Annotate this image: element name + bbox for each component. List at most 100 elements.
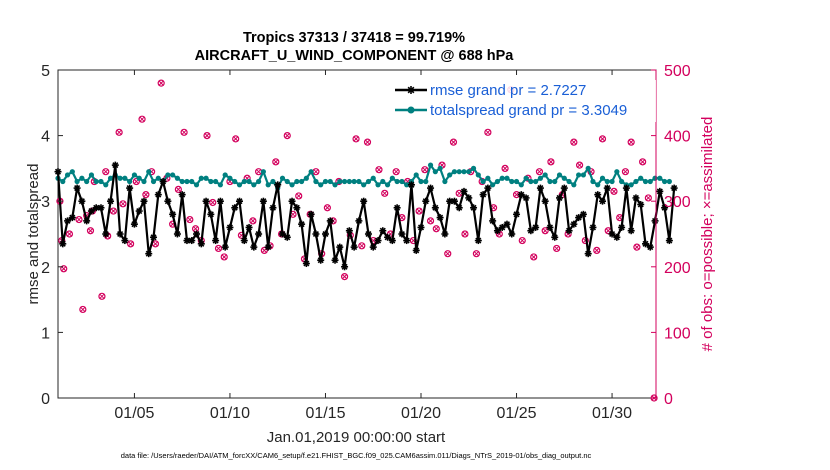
totalspread-point [213,178,219,185]
rmse-point [107,197,115,205]
totalspread-point [590,178,596,185]
totalspread-point [657,175,663,181]
rmse-point [150,233,158,241]
rmse-point [111,161,119,169]
rmse-point [341,263,349,271]
rmse-point [274,181,282,189]
rmse-point [417,223,425,231]
totalspread-point [365,178,372,185]
totalspread-point [208,178,214,185]
totalspread-point [599,175,606,181]
obs-point [449,138,458,146]
obs-point [102,168,110,176]
rmse-point [465,194,473,202]
totalspread-point [270,178,276,185]
totalspread-point [513,178,520,185]
totalspread-point [265,182,271,188]
y-axis-right: 0 100 200 300 400 500 [651,63,691,408]
totalspread-point [318,182,324,188]
totalspread-point [556,172,563,178]
totalspread-point [413,172,419,178]
legend-box [390,80,656,122]
y2-tick-label: 300 [664,194,691,211]
rmse-point [326,217,334,225]
y-tick-label: 4 [41,129,50,146]
y-tick-label: 1 [41,325,50,342]
rmse-point [403,237,411,245]
y2-axis-label: # of obs: o=possible; ×=assimilated [699,117,716,352]
rmse-point [269,204,277,212]
rmse-point [87,207,95,215]
rmse-point [298,220,306,228]
totalspread-point [131,172,138,178]
obs-point [621,168,630,176]
totalspread-point [485,175,491,181]
rmse-point [379,227,387,235]
rmse-point [97,204,105,212]
totalspread-point [652,175,658,181]
rmse-point [599,197,607,205]
totalspread-point [647,178,653,185]
rmse-point [541,197,549,205]
totalspread-point [384,182,391,188]
rmse-point [140,197,148,205]
totalspread-point [499,175,505,181]
obs-point [352,135,360,143]
totalspread-point [528,178,534,185]
rmse-point [59,240,67,248]
obs-point [530,253,538,261]
obs-point [575,161,584,169]
x-axis-label: Jan.01,2019 00:00:00 start [267,429,446,446]
y2-tick-label: 100 [664,325,691,342]
totalspread-point [122,175,128,181]
obs-point [553,244,561,253]
totalspread-point [332,182,338,188]
rmse-point [188,237,196,245]
totalspread-point [227,175,233,181]
totalspread-point [580,172,586,178]
rmse-point [474,237,482,245]
rmse-point [255,230,263,238]
rmse-point [68,214,76,222]
rmse-point [283,233,291,241]
totalspread-point [418,178,424,185]
totalspread-point [494,178,501,185]
obs-point [484,128,492,136]
rmse-point [130,220,138,228]
totalspread-point [98,178,104,185]
legend-spread-label: totalspread grand pr = 3.3049 [430,102,627,119]
rmse-point [632,194,640,202]
rmse-point [193,230,201,238]
obs-point [180,128,188,136]
rmse-point [613,233,621,241]
rmse-point [216,197,224,205]
obs-point [541,227,549,235]
legend: rmse grand pr = 2.7227 totalspread grand… [390,80,656,122]
rmse-point [350,243,358,251]
obs-point [392,168,400,176]
totalspread-point [509,178,515,185]
totalspread-point [456,169,462,175]
x-axis: 01/05 01/10 01/15 01/20 01/25 01/30 [114,70,632,422]
totalspread-point [356,178,362,185]
totalspread-point [93,178,99,185]
rmse-point [546,223,554,231]
rmse-point [384,233,392,241]
totalspread-point [380,178,386,185]
totalspread-point [571,182,577,188]
rmse-point [484,184,492,192]
totalspread-point [74,178,80,185]
obs-point [461,230,469,238]
rmse-point [183,237,191,245]
rmse-point [522,194,530,202]
rmse-point [575,214,583,222]
obs-point [127,240,135,248]
totalspread-point [537,175,544,181]
obs-point [501,164,509,172]
totalspread-point [490,182,496,188]
obs-point [363,138,372,146]
obs-point [547,158,555,166]
totalspread-point [470,165,477,171]
totalspread-point [198,175,204,181]
